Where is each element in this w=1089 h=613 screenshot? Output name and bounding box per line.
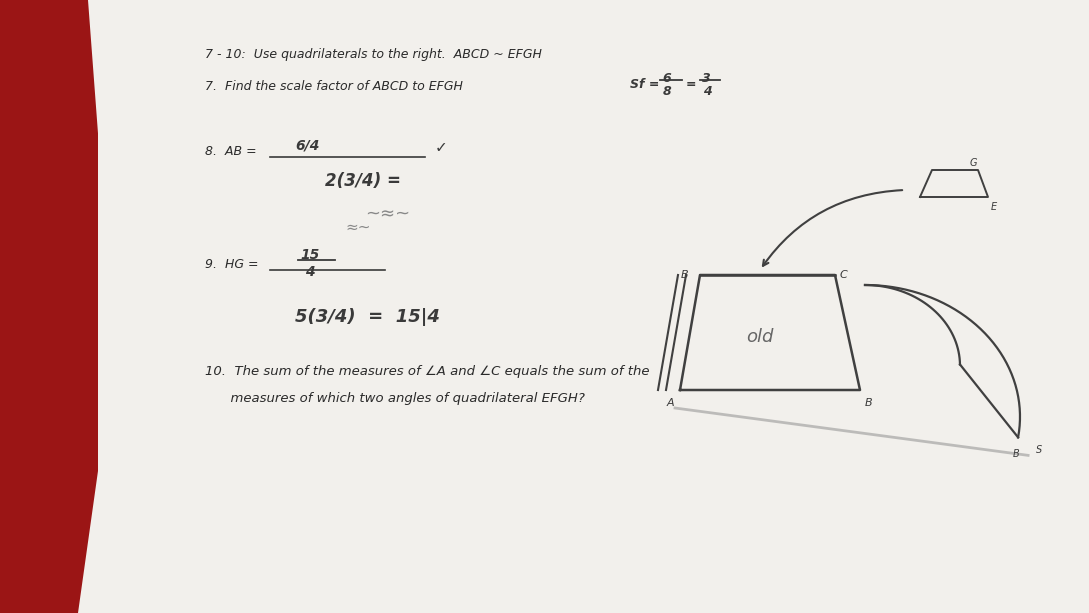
Text: =: = (686, 78, 697, 91)
Text: 8: 8 (663, 85, 672, 98)
Text: 7 - 10:  Use quadrilaterals to the right.  ABCD ~ EFGH: 7 - 10: Use quadrilaterals to the right.… (205, 48, 542, 61)
Text: 10.  The sum of the measures of ∠A and ∠C equals the sum of the: 10. The sum of the measures of ∠A and ∠C… (205, 365, 649, 378)
Text: ~≈~: ~≈~ (365, 205, 411, 223)
Text: Sf =: Sf = (631, 78, 664, 91)
Text: ≈∼: ≈∼ (345, 220, 370, 235)
Text: 6/4: 6/4 (295, 138, 319, 152)
Text: S: S (1036, 446, 1042, 455)
Bar (0, 0, 98, 613)
Text: C: C (840, 270, 847, 280)
Text: G: G (969, 158, 977, 168)
Text: A: A (666, 398, 674, 408)
Text: 9.  HG =: 9. HG = (205, 258, 262, 271)
Text: 5(3/4)  =  15|4: 5(3/4) = 15|4 (295, 308, 440, 326)
Polygon shape (78, 0, 1089, 613)
Text: measures of which two angles of quadrilateral EFGH?: measures of which two angles of quadrila… (205, 392, 585, 405)
Text: 8.  AB =: 8. AB = (205, 145, 260, 158)
Text: 15: 15 (299, 248, 319, 262)
Text: old: old (746, 328, 773, 346)
Text: E: E (991, 202, 998, 212)
Text: 4: 4 (703, 85, 712, 98)
Text: 4: 4 (305, 265, 315, 279)
Text: B: B (681, 270, 688, 280)
Text: 7.  Find the scale factor of ABCD to EFGH: 7. Find the scale factor of ABCD to EFGH (205, 80, 463, 93)
Text: B: B (865, 398, 872, 408)
Text: 2(3/4) =: 2(3/4) = (325, 172, 401, 190)
Text: ✓: ✓ (435, 140, 448, 155)
Text: 6: 6 (662, 72, 671, 85)
Text: B: B (1013, 449, 1019, 459)
Text: 3: 3 (702, 72, 711, 85)
